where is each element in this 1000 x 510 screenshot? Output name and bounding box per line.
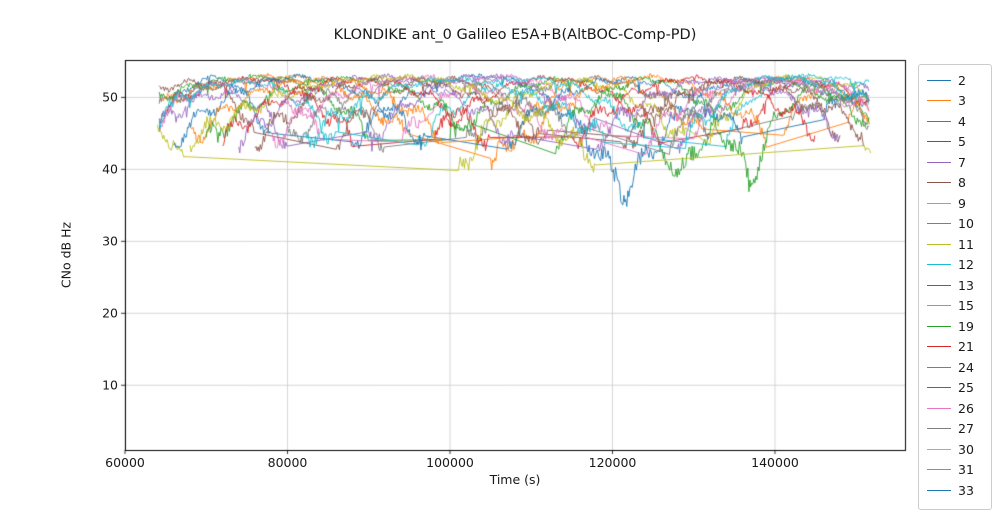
legend-line-sample bbox=[927, 120, 951, 122]
legend-item-15: 15 bbox=[927, 296, 983, 317]
legend-item-11: 11 bbox=[927, 234, 983, 255]
legend-line-sample bbox=[927, 182, 951, 184]
legend-item-8: 8 bbox=[927, 173, 983, 194]
legend-item-30: 30 bbox=[927, 439, 983, 460]
legend-label: 33 bbox=[958, 482, 974, 498]
legend-line-sample bbox=[927, 79, 951, 81]
legend-label: 27 bbox=[958, 421, 974, 437]
legend-line-sample bbox=[927, 325, 951, 327]
legend-item-21: 21 bbox=[927, 337, 983, 358]
legend-line-sample bbox=[927, 264, 951, 266]
legend-line-sample bbox=[927, 428, 951, 430]
legend-line-sample bbox=[927, 161, 951, 163]
legend-label: 7 bbox=[958, 154, 966, 170]
legend-line-sample bbox=[927, 243, 951, 245]
legend-label: 30 bbox=[958, 441, 974, 457]
legend-item-10: 10 bbox=[927, 214, 983, 235]
legend-item-24: 24 bbox=[927, 357, 983, 378]
legend-item-5: 5 bbox=[927, 132, 983, 153]
legend-line-sample bbox=[927, 223, 951, 225]
legend-line-sample bbox=[927, 346, 951, 348]
legend-label: 5 bbox=[958, 134, 966, 150]
legend-line-sample bbox=[927, 100, 951, 102]
legend-item-31: 31 bbox=[927, 460, 983, 481]
legend-label: 26 bbox=[958, 400, 974, 416]
y-tick-label: 50 bbox=[102, 89, 118, 105]
legend-line-sample bbox=[927, 202, 951, 204]
legend-item-25: 25 bbox=[927, 378, 983, 399]
legend-label: 13 bbox=[958, 277, 974, 293]
legend-label: 19 bbox=[958, 318, 974, 334]
legend-label: 9 bbox=[958, 195, 966, 211]
legend-item-12: 12 bbox=[927, 255, 983, 276]
legend-line-sample bbox=[927, 469, 951, 471]
chart-title: KLONDIKE ant_0 Galileo E5A+B(AltBOC-Comp… bbox=[333, 27, 697, 43]
x-tick-label: 60000 bbox=[105, 455, 145, 470]
y-tick-label: 20 bbox=[102, 305, 118, 321]
y-tick-label: 10 bbox=[102, 377, 118, 393]
x-tick-label: 120000 bbox=[588, 455, 637, 470]
legend-line-sample bbox=[927, 448, 951, 450]
legend-line-sample bbox=[927, 489, 951, 491]
legend-label: 21 bbox=[958, 339, 974, 355]
legend-item-27: 27 bbox=[927, 419, 983, 440]
legend-item-2: 2 bbox=[927, 70, 983, 91]
legend-line-sample bbox=[927, 284, 951, 286]
legend-label: 15 bbox=[958, 298, 974, 314]
legend-line-sample bbox=[927, 305, 951, 307]
y-tick-label: 40 bbox=[102, 161, 118, 177]
legend: 2 3 4 5 7 8 9 10 11 12 13 15 19 21 24 25 26 27 30 31 33 bbox=[918, 64, 992, 510]
y-axis-label: CNo dB Hz bbox=[58, 221, 74, 289]
legend-item-4: 4 bbox=[927, 111, 983, 132]
legend-item-33: 33 bbox=[927, 480, 983, 501]
legend-label: 24 bbox=[958, 359, 974, 375]
legend-label: 4 bbox=[958, 113, 966, 129]
x-tick-label: 80000 bbox=[267, 455, 308, 470]
legend-label: 25 bbox=[958, 380, 974, 396]
legend-item-9: 9 bbox=[927, 193, 983, 214]
legend-label: 11 bbox=[958, 236, 974, 252]
legend-item-26: 26 bbox=[927, 398, 983, 419]
legend-label: 10 bbox=[958, 216, 974, 232]
y-tick-label: 30 bbox=[102, 233, 118, 249]
legend-line-sample bbox=[927, 387, 951, 389]
x-axis-label: Time (s) bbox=[489, 472, 541, 487]
legend-label: 3 bbox=[958, 93, 966, 109]
legend-item-13: 13 bbox=[927, 275, 983, 296]
legend-label: 8 bbox=[958, 175, 966, 191]
legend-line-sample bbox=[927, 366, 951, 368]
legend-label: 12 bbox=[958, 257, 974, 273]
legend-line-sample bbox=[927, 141, 951, 143]
legend-item-7: 7 bbox=[927, 152, 983, 173]
x-tick-label: 100000 bbox=[426, 455, 474, 470]
x-tick-label: 140000 bbox=[751, 455, 799, 470]
legend-label: 2 bbox=[958, 72, 966, 88]
legend-label: 31 bbox=[958, 462, 974, 478]
legend-item-19: 19 bbox=[927, 316, 983, 337]
legend-item-3: 3 bbox=[927, 91, 983, 112]
legend-line-sample bbox=[927, 407, 951, 409]
